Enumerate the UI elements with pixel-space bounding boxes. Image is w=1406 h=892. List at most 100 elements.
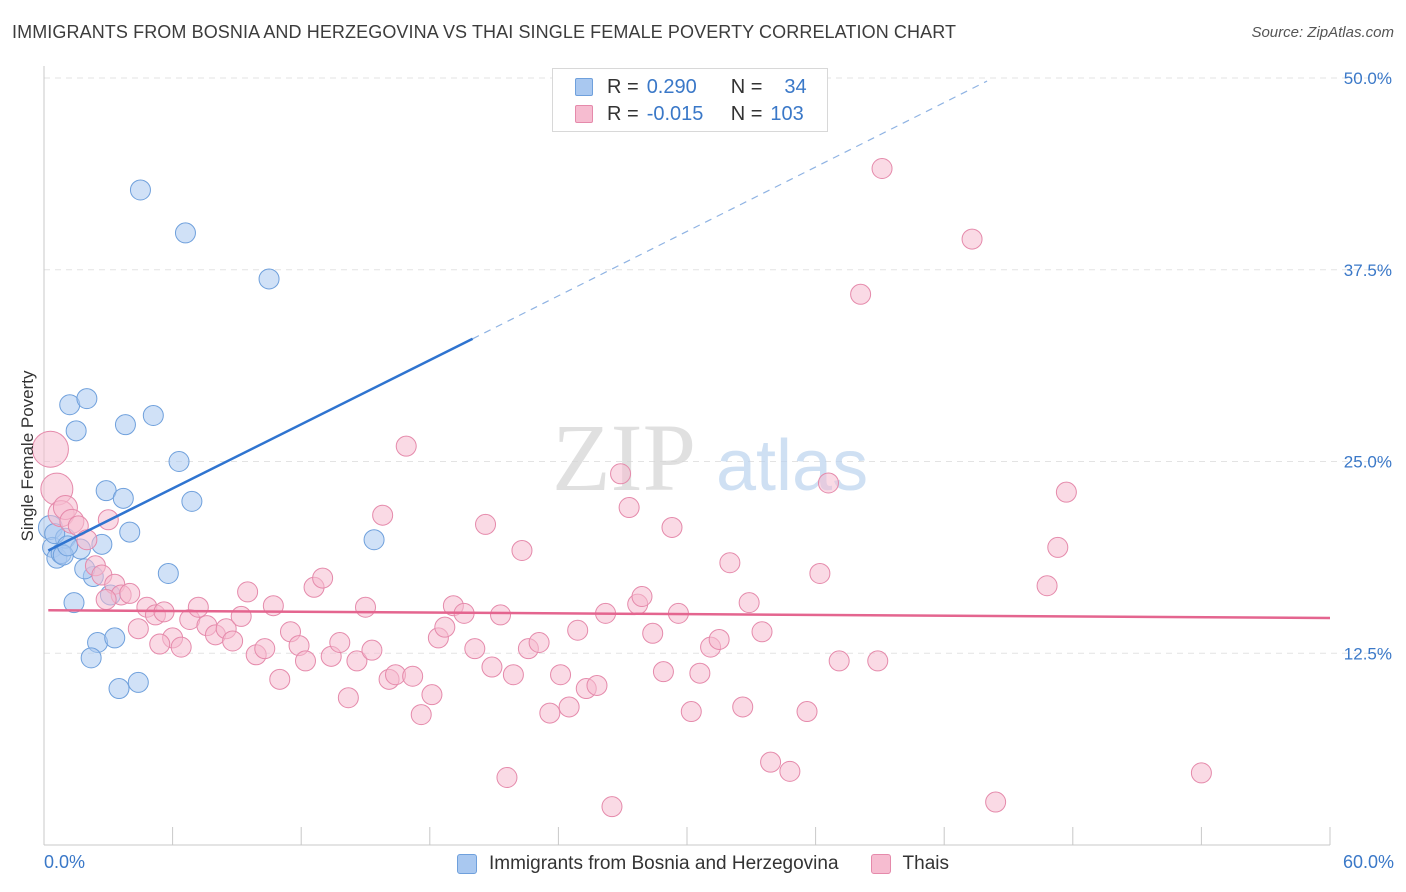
bosnia-point: [174, 222, 196, 244]
bosnia-legend-swatch: [456, 854, 477, 874]
y-tick-label: 12.5%: [1344, 644, 1392, 663]
legend-label-thais: Thais: [902, 853, 949, 874]
thais-point: [1036, 575, 1058, 597]
thais-point: [732, 696, 754, 718]
bosnia-point: [129, 179, 151, 201]
thais-point: [254, 638, 276, 660]
bosnia-point: [258, 268, 280, 290]
bosnia-point: [363, 529, 385, 551]
thais-point: [312, 567, 334, 589]
stats-legend-row-bosnia: R = 0.290 N = 34: [575, 74, 807, 100]
thais-point: [539, 702, 561, 724]
thais-point: [76, 529, 98, 551]
thais-point: [550, 664, 572, 686]
thais-point: [346, 650, 368, 672]
thais-point: [355, 596, 376, 618]
thais-trend-line: [48, 609, 1331, 620]
thais-point: [1047, 536, 1069, 558]
thais-point: [361, 639, 383, 661]
thais-point: [502, 664, 524, 686]
r-label: R =: [607, 75, 639, 98]
x-tick-min: 0.0%: [44, 852, 86, 872]
r-value: -0.015: [646, 102, 704, 125]
thais-point: [170, 636, 192, 658]
thais-point: [372, 504, 394, 526]
thais-point: [402, 665, 424, 687]
thais-point: [796, 701, 818, 723]
stats-legend-row-thais: R = -0.015 N = 103: [575, 101, 804, 127]
thais-point: [31, 430, 69, 468]
thais-point: [738, 592, 760, 614]
thais-point: [421, 684, 443, 706]
n-label: N =: [730, 102, 763, 125]
y-tick-label: 25.0%: [1344, 453, 1392, 472]
bosnia-point: [127, 671, 149, 693]
thais-point: [760, 751, 782, 773]
bosnia-trend-line: [47, 337, 474, 552]
r-label: R =: [607, 102, 639, 125]
thais-point: [689, 662, 711, 684]
thais-point: [434, 616, 456, 638]
bosnia-point: [63, 592, 85, 614]
bosnia-point: [157, 562, 179, 584]
bosnia-point: [104, 627, 126, 649]
thais-point: [779, 760, 801, 782]
bosnia-point: [76, 388, 98, 410]
bosnia-point: [114, 414, 136, 436]
thais-point: [708, 628, 730, 650]
stats-legend: R = 0.290 N = 34 R = -0.015 N = 103: [552, 68, 828, 132]
bosnia-point: [112, 487, 134, 509]
thais-point: [149, 633, 171, 655]
thais-point: [95, 589, 117, 611]
thais-legend-swatch: [870, 854, 891, 874]
thais-point: [464, 638, 486, 660]
thais-point: [475, 513, 497, 535]
bosnia-point: [168, 451, 190, 472]
thais-point: [127, 618, 149, 640]
thais-point: [961, 228, 983, 250]
thais-point: [237, 581, 259, 603]
thais-point: [558, 696, 580, 718]
thais-point: [828, 650, 850, 672]
thais-point: [1190, 762, 1212, 784]
thais-point: [642, 622, 664, 644]
n-value: 103: [770, 102, 804, 125]
legend-item-bosnia[interactable]: Immigrants from Bosnia and Herzegovina: [456, 853, 839, 875]
thais-point: [871, 158, 893, 180]
series-legend: Immigrants from Bosnia and Herzegovina T…: [0, 850, 1406, 878]
chart-source: Source: ZipAtlas.com: [1251, 24, 1394, 41]
legend-item-thais[interactable]: Thais: [870, 853, 949, 875]
thais-point: [985, 791, 1007, 813]
thais-point: [631, 585, 653, 607]
thais-point: [652, 661, 674, 683]
bosnia-point: [142, 404, 164, 426]
thais-point: [751, 621, 773, 643]
thais-point: [610, 463, 632, 485]
thais-point: [850, 283, 872, 305]
thais-point: [567, 619, 589, 641]
r-value: 0.290: [646, 75, 697, 98]
y-tick-label: 37.5%: [1344, 261, 1392, 280]
watermark-zip: ZIP: [552, 404, 696, 511]
n-label: N =: [730, 75, 763, 98]
bosnia-point: [65, 420, 87, 442]
thais-point: [481, 656, 503, 678]
thais-point: [586, 674, 608, 696]
thais-point: [410, 704, 432, 726]
thais-point: [294, 650, 316, 672]
thais-point: [269, 668, 291, 690]
n-value: 34: [784, 75, 807, 98]
thais-point: [1055, 481, 1077, 503]
thais-point: [809, 562, 831, 584]
bosnia-swatch: [575, 78, 593, 96]
thais-point: [867, 650, 889, 672]
thais-point: [329, 632, 351, 654]
y-tick-label: 50.0%: [1344, 69, 1392, 88]
y-axis-label: Single Female Poverty: [18, 370, 37, 542]
thais-point: [817, 472, 839, 494]
bosnia-point: [181, 490, 203, 512]
thais-point: [528, 632, 550, 654]
thais-point: [222, 630, 244, 652]
thais-point: [719, 552, 741, 574]
